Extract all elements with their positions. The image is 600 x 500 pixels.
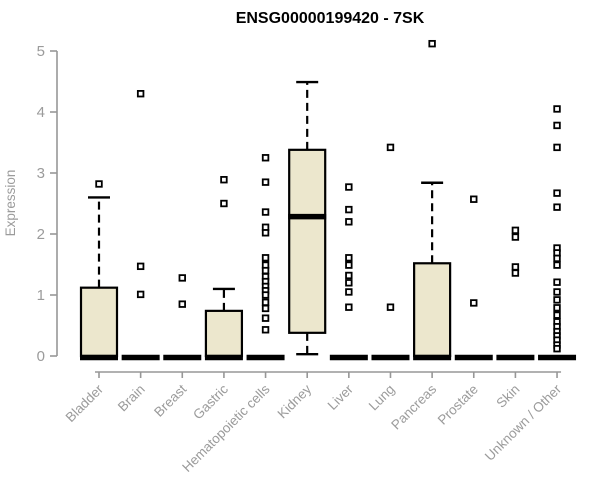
outlier-point [470, 299, 478, 307]
x-tick-label-pancreas: Pancreas [388, 381, 439, 432]
outlier-point [345, 254, 353, 262]
outlier-point [553, 304, 561, 312]
outlier-point [345, 279, 353, 287]
outlier-point [345, 271, 353, 280]
y-tick-label: 3 [37, 165, 45, 182]
y-tick-label: 0 [37, 348, 45, 365]
y-tick-label: 5 [37, 43, 45, 60]
box-group-bladder [79, 180, 119, 361]
outlier-point [553, 189, 561, 197]
outlier-point [345, 303, 353, 311]
x-tick-label-bladder: Bladder [63, 381, 107, 425]
x-tick-label-unknown-other: Unknown / Other [482, 381, 565, 464]
iqr-box-gastric [204, 309, 244, 358]
box-group-lung [371, 143, 410, 361]
outlier-point [553, 121, 561, 130]
iqr-box-kidney [288, 148, 327, 334]
outlier-point [345, 205, 353, 214]
outlier-point [136, 262, 145, 271]
outlier-point [136, 90, 145, 98]
box-group-prostate [454, 195, 493, 361]
outlier-point [178, 274, 186, 282]
outlier-point [261, 154, 270, 162]
chart-title: ENSG00000199420 - 7SK [236, 10, 425, 27]
x-tick-label-prostate: Prostate [435, 382, 481, 428]
outlier-point [553, 288, 561, 296]
outlier-point [95, 180, 103, 188]
box-group-kidney [288, 80, 327, 356]
outlier-point [511, 233, 520, 241]
outlier-point [261, 304, 270, 313]
y-axis-label: Expression [3, 170, 18, 237]
box-group-pancreas [413, 39, 452, 361]
x-tick-label-kidney: Kidney [275, 381, 315, 421]
outlier-point [553, 261, 561, 269]
outlier-point [261, 208, 270, 216]
outlier-point [220, 176, 228, 184]
outlier-point [553, 344, 561, 353]
outlier-point [511, 226, 520, 235]
outlier-point [553, 143, 561, 152]
x-tick-label-gastric: Gastric [190, 381, 231, 422]
box-group-liver [329, 183, 368, 361]
box-group-gastric [204, 176, 244, 361]
outlier-point [553, 311, 561, 319]
outlier-point [261, 178, 270, 186]
box-group-breast [163, 274, 202, 361]
outlier-point [428, 39, 436, 48]
box-group-skin [496, 226, 535, 361]
outlier-point [261, 298, 270, 307]
iqr-box-bladder [79, 286, 119, 358]
y-tick-label: 1 [37, 287, 45, 304]
outlier-point [178, 300, 186, 308]
outlier-point [261, 326, 270, 334]
outlier-point [553, 296, 561, 304]
outlier-point [345, 183, 353, 191]
outlier-point [136, 290, 145, 299]
x-tick-label-breast: Breast [151, 381, 189, 419]
box-group-unknown-other [538, 105, 577, 361]
outlier-point [553, 254, 561, 263]
x-tick-label-liver: Liver [325, 381, 357, 413]
outlier-point [553, 105, 561, 113]
x-tick-label-lung: Lung [366, 382, 398, 414]
y-tick-label: 2 [37, 226, 45, 243]
outlier-point [511, 269, 520, 277]
box-group-brain [121, 90, 160, 361]
outlier-point [553, 278, 561, 286]
outlier-point [386, 143, 395, 152]
outlier-point [261, 291, 270, 299]
outlier-point [261, 314, 270, 322]
outlier-point [261, 254, 270, 262]
outlier-point [345, 288, 353, 296]
boxplot-series [79, 39, 577, 361]
outlier-point [261, 266, 270, 275]
outlier-point [220, 199, 228, 208]
outlier-point [386, 303, 395, 311]
x-tick-label-skin: Skin [493, 382, 522, 411]
outlier-point [511, 263, 520, 271]
box-group-hematopoietic-cells [246, 154, 285, 361]
outlier-point [345, 218, 353, 226]
outlier-point [553, 203, 561, 211]
x-tick-label-brain: Brain [115, 382, 148, 415]
y-tick-label: 4 [37, 104, 45, 121]
outlier-point [345, 261, 353, 269]
outlier-point [470, 195, 478, 203]
outlier-point [261, 229, 270, 237]
iqr-box-pancreas [413, 262, 452, 358]
